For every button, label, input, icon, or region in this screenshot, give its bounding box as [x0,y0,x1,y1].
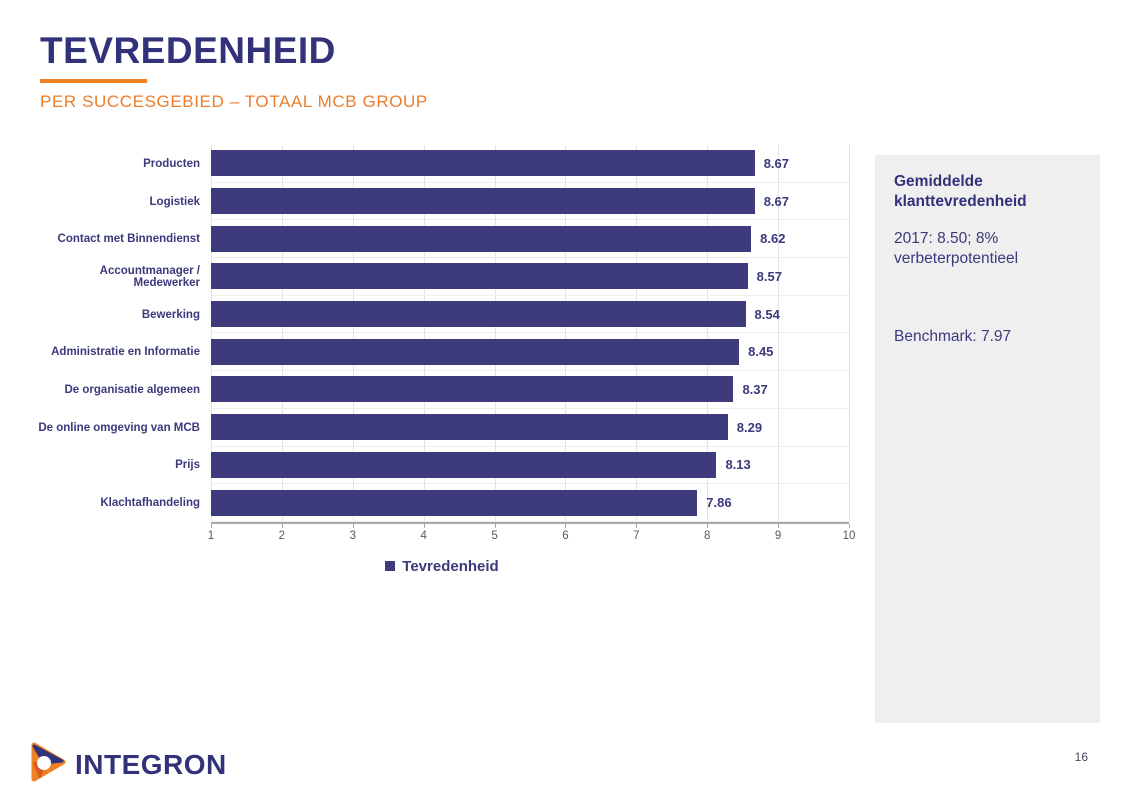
bar-row: De online omgeving van MCB 8.29 [35,409,849,447]
logo-text: INTEGRON [75,748,227,780]
category-label: Contact met Binnendienst [57,233,200,246]
bar-value-label: 8.13 [725,457,751,473]
bar-value-label: 8.37 [742,381,768,397]
bar [211,263,748,290]
axis-tick-label: 9 [774,529,782,542]
axis-tick-label: 6 [562,529,569,542]
bar-track: 7.86 [211,484,849,522]
axis-tick-label: 5 [491,529,498,542]
bar-row: Producten 8.67 [35,145,849,183]
page-title: TEVREDENHEID [40,30,336,71]
axis-tick-label: 3 [349,529,356,542]
axis-tickmark [849,523,850,528]
bar-row: Administratie en Informatie 8.45 [35,333,849,372]
bar-value-label: 8.67 [763,193,790,209]
company-logo: INTEGRON [30,741,227,788]
gridline [849,145,850,522]
bar-value-label: 8.67 [763,155,790,171]
bar-value-label: 7.86 [706,495,732,511]
gridline [778,145,780,522]
bar [211,188,755,215]
x-axis: 1 2 3 4 5 6 7 8 9 10 [207,521,855,548]
axis-tick-label: 1 [207,529,215,542]
bar-value-label: 8.54 [754,306,780,322]
bar-value-label: 8.29 [736,419,763,435]
bar [211,376,734,403]
axis-tick-label: 10 [842,529,856,542]
gridline [211,145,212,522]
axis-tick-label: 8 [704,529,711,542]
category-label: Bewerking [141,308,200,321]
summary-title: Gemiddelde klanttevredenheid [894,173,1027,211]
category-label: Klachtafhandeling [100,497,200,509]
bar [211,338,740,365]
axis-tickmark [494,523,496,528]
category-label: Administratie en Informatie [51,346,200,359]
bar [211,451,717,478]
bar-track: 8.67 [211,145,849,183]
gridline [423,145,425,522]
bar-track: 8.13 [211,447,849,485]
category-label: De organisatie algemeen [64,383,201,396]
bar-value-label: 8.62 [760,231,786,247]
bar [211,489,698,516]
bar [211,225,752,252]
chart-legend: Tevredenheid [35,558,849,575]
bar-track: 8.67 [211,183,849,221]
logo-play-icon [30,741,68,788]
title-underline-accent [40,79,147,83]
page-subtitle: PER SUCCESGEBIED – TOTAAL MCB GROUP [40,92,428,111]
summary-benchmark: Benchmark: 7.97 [894,327,1012,345]
axis-tick-label: 4 [420,529,427,542]
bar-row: De organisatie algemeen 8.37 [35,371,849,409]
bar [211,301,746,328]
axis-tick-label: 2 [278,529,286,542]
bar-row: Accountmanager / Medewerker 8.57 [35,258,849,296]
chart-gridlines [211,145,850,522]
gridline [494,145,496,522]
bar-chart: Producten 8.67 Logistiek 8.67 Contact met Bi… [35,145,855,575]
bar-track: 8.62 [211,220,849,259]
axis-tickmark [636,523,638,528]
gridline [636,145,638,522]
bar [211,414,728,441]
summary-panel: Gemiddelde klanttevredenheid 2017: 8.50;… [875,155,1100,723]
gridline [707,145,709,522]
bar-track: 8.45 [211,333,849,372]
bar-row: Contact met Binnendienst 8.62 [35,220,849,259]
bar [211,150,755,177]
axis-tickmark [565,523,567,528]
bar-row: Bewerking 8.54 [35,296,849,334]
category-label: Logistiek [149,195,200,208]
category-label: De online omgeving van MCB [38,421,200,434]
category-label: Accountmanager / Medewerker [99,264,200,289]
bar-row: Klachtafhandeling 7.86 [35,484,849,522]
bar-track: 8.29 [211,409,849,447]
legend-label: Tevredenheid [402,557,499,575]
bar-value-label: 8.57 [756,268,782,284]
chart-plot-area: Producten 8.67 Logistiek 8.67 Contact met Bi… [35,145,850,522]
axis-tickmark [281,523,283,528]
axis-tickmark [423,523,425,528]
bar-row: Prijs 8.13 [35,447,849,485]
bar-row: Logistiek 8.67 [35,183,849,221]
legend-swatch-icon [385,561,396,572]
axis-tickmark [707,523,709,528]
page-number: 16 [1074,750,1088,764]
gridline [281,145,283,522]
category-label: Prijs [175,459,200,472]
category-label: Producten [143,157,200,170]
bar-track: 8.37 [211,371,849,409]
axis-tickmark [211,523,212,528]
axis-tickmark [352,523,354,528]
bar-value-label: 8.45 [748,344,774,360]
gridline [352,145,354,522]
summary-body: 2017: 8.50; 8% verbeterpotentieel [894,230,1019,268]
bar-track: 8.54 [211,296,849,334]
gridline [565,145,567,522]
bar-track: 8.57 [211,258,849,296]
axis-tickmark [778,523,780,528]
axis-tick-label: 7 [633,529,640,542]
